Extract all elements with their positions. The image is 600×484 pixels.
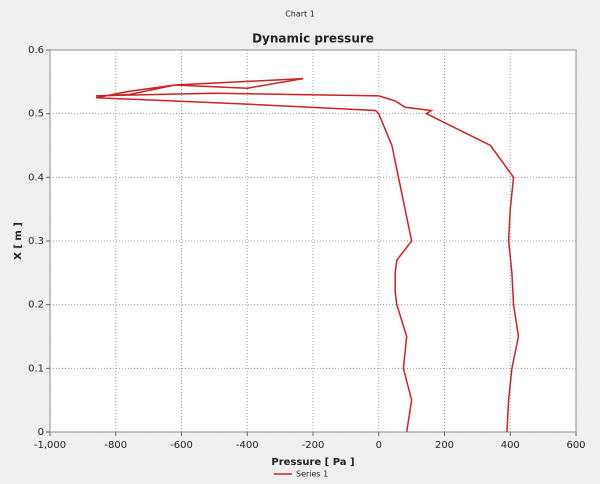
x-tick-label: -400 (236, 440, 259, 451)
x-tick-label: 200 (435, 440, 454, 451)
x-tick-label: -200 (302, 440, 325, 451)
x-tick-label: 600 (566, 440, 585, 451)
y-axis-label: X [ m ] (13, 222, 24, 260)
y-tick-label: 0.1 (28, 363, 44, 374)
series-line (95, 77, 520, 433)
y-tick-label: 0 (38, 427, 44, 438)
y-tick-label: 0.4 (28, 172, 44, 183)
x-tick-label: -600 (170, 440, 193, 451)
y-tick-label: 0.2 (28, 300, 44, 311)
x-tick-label: -800 (104, 440, 127, 451)
y-tick-label: 0.3 (28, 236, 44, 247)
chart-title: Dynamic pressure (252, 32, 374, 46)
x-axis-label: Pressure [ Pa ] (271, 457, 354, 468)
chart-header: Chart 1 (285, 10, 315, 19)
x-tick-label: -1,000 (34, 440, 66, 451)
x-tick-label: 0 (376, 440, 382, 451)
y-tick-label: 0.5 (28, 109, 44, 120)
legend-label: Series 1 (296, 470, 328, 479)
x-tick-label: 400 (501, 440, 520, 451)
y-tick-label: 0.6 (28, 45, 44, 56)
